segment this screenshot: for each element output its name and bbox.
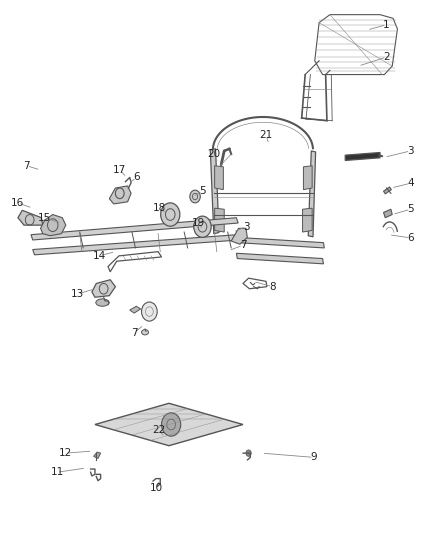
Text: 22: 22 (152, 425, 166, 435)
Polygon shape (92, 280, 116, 297)
Polygon shape (215, 166, 223, 190)
Polygon shape (95, 403, 243, 446)
Circle shape (246, 450, 251, 456)
Text: 8: 8 (269, 281, 276, 292)
Text: 21: 21 (259, 130, 272, 140)
Polygon shape (237, 253, 323, 264)
Text: 15: 15 (37, 213, 51, 223)
Text: 14: 14 (93, 251, 106, 261)
Polygon shape (33, 235, 239, 255)
Text: 5: 5 (407, 204, 414, 214)
Polygon shape (303, 208, 312, 232)
Polygon shape (41, 215, 66, 236)
Text: 11: 11 (50, 467, 64, 477)
Text: 3: 3 (243, 222, 249, 232)
Polygon shape (384, 187, 391, 194)
Text: 7: 7 (131, 328, 138, 338)
Text: 4: 4 (407, 178, 414, 188)
Polygon shape (130, 306, 141, 313)
Polygon shape (110, 186, 131, 204)
Text: 17: 17 (113, 165, 127, 175)
Polygon shape (345, 152, 380, 160)
Polygon shape (210, 149, 219, 233)
Text: 3: 3 (407, 146, 414, 156)
Text: 16: 16 (11, 198, 25, 208)
Text: 2: 2 (383, 52, 390, 62)
Text: 12: 12 (59, 448, 72, 458)
Text: 10: 10 (149, 483, 162, 493)
Circle shape (162, 413, 181, 436)
Circle shape (194, 216, 211, 237)
Text: 7: 7 (23, 161, 30, 171)
Text: 1: 1 (383, 20, 390, 30)
Text: 19: 19 (191, 218, 205, 228)
Text: 6: 6 (133, 172, 140, 182)
Text: 13: 13 (71, 289, 84, 299)
Ellipse shape (141, 329, 148, 335)
Polygon shape (384, 209, 392, 217)
Polygon shape (304, 166, 312, 190)
Text: 9: 9 (311, 453, 317, 463)
Polygon shape (308, 151, 316, 237)
Text: 18: 18 (152, 203, 166, 213)
Polygon shape (215, 208, 224, 232)
Polygon shape (237, 237, 324, 248)
Polygon shape (31, 217, 238, 240)
Text: 5: 5 (199, 186, 206, 196)
Text: 6: 6 (407, 233, 414, 243)
Circle shape (161, 203, 180, 226)
Polygon shape (231, 228, 247, 244)
Ellipse shape (96, 299, 109, 306)
Text: 20: 20 (207, 149, 220, 159)
Polygon shape (94, 452, 101, 458)
Polygon shape (18, 211, 43, 225)
Text: 7: 7 (240, 240, 246, 251)
Circle shape (190, 190, 200, 203)
Circle shape (141, 302, 157, 321)
